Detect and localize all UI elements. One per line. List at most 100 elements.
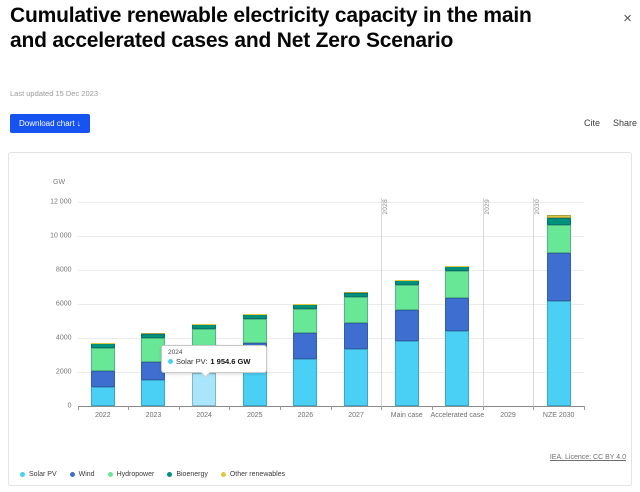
bar-2022-wind[interactable] bbox=[90, 371, 115, 387]
bar-2022-solar-pv[interactable] bbox=[90, 386, 115, 406]
year-separator-label: 2030 bbox=[534, 199, 542, 215]
year-separator-line bbox=[482, 198, 484, 406]
x-axis-tick bbox=[128, 406, 130, 410]
x-axis-label-accelerated-case: Accelerated case bbox=[430, 412, 485, 419]
bar-nze-2030-wind[interactable] bbox=[546, 253, 571, 302]
legend-label: Other renewables bbox=[229, 471, 286, 478]
bar-2024-solar-pv[interactable] bbox=[192, 372, 217, 406]
wind-legend-dot-icon bbox=[69, 472, 75, 477]
bar-2026-hydropower[interactable] bbox=[293, 308, 318, 334]
y-axis-tick-label: 4000 bbox=[55, 334, 72, 342]
plot-area: GW 0 2000 4000 6000 8000 10 000 12 000 2028 2029… bbox=[9, 153, 631, 485]
bar-2025-solar-pv[interactable] bbox=[242, 369, 267, 406]
bar-nze-2030-hydropower[interactable] bbox=[546, 224, 571, 254]
x-axis-tick bbox=[533, 406, 535, 410]
bar-2023-wind[interactable] bbox=[141, 362, 166, 380]
x-axis-tick bbox=[432, 406, 434, 410]
legend-label: Bioenergy bbox=[176, 471, 208, 478]
chart-legend: Solar PV Wind Hydropower Bioenergy Other ren… bbox=[20, 471, 285, 478]
y-axis-tick-label: 6000 bbox=[55, 300, 72, 308]
bar-accelerated-case-hydropower[interactable] bbox=[445, 271, 470, 299]
bar-accelerated-case-bioenergy[interactable] bbox=[445, 266, 470, 272]
tooltip-series-label: Solar PV: bbox=[176, 357, 208, 366]
x-axis-label-nze-2030: NZE 2030 bbox=[542, 412, 575, 419]
last-updated-text: Last updated 15 Dec 2023 bbox=[10, 89, 98, 98]
legend-item-solar-pv[interactable]: Solar PV bbox=[20, 471, 57, 478]
bar-nze-2030-other-renewables[interactable] bbox=[546, 215, 571, 219]
bar-nze-2030-bioenergy[interactable] bbox=[546, 218, 571, 225]
legend-label: Wind bbox=[78, 471, 95, 478]
bar-2026-solar-pv[interactable] bbox=[293, 358, 318, 406]
x-axis-label-2027: 2027 bbox=[348, 412, 364, 419]
x-axis-tick bbox=[482, 406, 484, 410]
bar-2027-hydropower[interactable] bbox=[344, 297, 369, 324]
y-axis-tick-label: 12 000 bbox=[50, 198, 72, 206]
close-icon[interactable]: × bbox=[623, 10, 632, 27]
bar-2023-bioenergy[interactable] bbox=[141, 333, 166, 338]
y-axis-tick-label: 2000 bbox=[55, 368, 72, 376]
bar-accelerated-case-solar-pv[interactable] bbox=[445, 331, 470, 406]
x-axis-label-2024: 2024 bbox=[196, 412, 212, 419]
bar-2025-bioenergy[interactable] bbox=[242, 314, 267, 319]
year-separator-label: 2028 bbox=[382, 199, 390, 215]
x-axis-label-2023: 2023 bbox=[145, 412, 162, 419]
bar-2024-bioenergy[interactable] bbox=[192, 324, 217, 329]
year-separator-line bbox=[533, 198, 535, 406]
legend-item-other-renewables[interactable]: Other renewables bbox=[220, 471, 286, 478]
x-axis-label-main-case: Main case bbox=[390, 412, 423, 419]
gridline-8000 bbox=[77, 270, 584, 271]
other-renewables-legend-dot-icon bbox=[220, 472, 226, 477]
x-axis-tick bbox=[178, 406, 180, 410]
bar-2023-solar-pv[interactable] bbox=[141, 379, 166, 406]
legend-item-wind[interactable]: Wind bbox=[69, 471, 95, 478]
bar-2027-wind[interactable] bbox=[344, 323, 369, 349]
gridline-4000 bbox=[77, 338, 584, 339]
share-link[interactable]: Share bbox=[612, 118, 637, 128]
x-axis-tick bbox=[381, 406, 383, 410]
bar-2027-solar-pv[interactable] bbox=[344, 348, 369, 406]
legend-item-hydropower[interactable]: Hydropower bbox=[107, 471, 155, 478]
legend-item-bioenergy[interactable]: Bioenergy bbox=[167, 471, 208, 478]
cite-link[interactable]: Cite bbox=[583, 118, 600, 128]
y-axis-tick-label: 10 000 bbox=[50, 232, 72, 240]
tooltip-series-dot-icon bbox=[168, 359, 173, 364]
bar-2026-wind[interactable] bbox=[293, 333, 318, 359]
tooltip: 2024 Solar PV: 1 954.6 GW bbox=[161, 345, 267, 378]
solar-pv-legend-dot-icon bbox=[20, 472, 25, 477]
x-axis-label-2022: 2022 bbox=[95, 412, 111, 419]
bar-2027-bioenergy[interactable] bbox=[344, 292, 369, 298]
source-licence-link[interactable]: IEA. Licence: CC BY 4.0 bbox=[549, 454, 626, 461]
bar-2025-hydropower[interactable] bbox=[242, 318, 267, 344]
tooltip-value: 1 954.6 GW bbox=[210, 357, 251, 366]
tooltip-category: 2024 bbox=[168, 349, 183, 356]
bar-2026-bioenergy[interactable] bbox=[293, 304, 318, 309]
download-chart-button[interactable]: Download chart ↓ bbox=[10, 114, 90, 133]
x-axis-label-2029: 2029 bbox=[500, 412, 516, 419]
legend-label: Hydropower bbox=[116, 471, 155, 478]
bar-main-case-wind[interactable] bbox=[394, 310, 419, 341]
x-axis-tick bbox=[77, 406, 79, 410]
bar-nze-2030-solar-pv[interactable] bbox=[546, 301, 571, 406]
bar-main-case-hydropower[interactable] bbox=[394, 284, 419, 311]
x-axis-tick bbox=[584, 406, 585, 410]
gridline-2000 bbox=[77, 372, 584, 373]
x-axis-tick bbox=[330, 406, 332, 410]
bar-2022-bioenergy[interactable] bbox=[90, 343, 115, 348]
legend-label: Solar PV bbox=[29, 471, 57, 478]
y-axis-tick-label: 8000 bbox=[55, 266, 72, 274]
gridline-6000 bbox=[77, 304, 584, 305]
gridline-12000 bbox=[77, 202, 584, 203]
hydropower-legend-dot-icon bbox=[107, 472, 113, 477]
bar-main-case-solar-pv[interactable] bbox=[394, 340, 419, 406]
x-axis-tick bbox=[229, 406, 231, 410]
year-separator-line bbox=[381, 198, 383, 406]
bar-2022-hydropower[interactable] bbox=[90, 347, 115, 372]
chart-card: GW 0 2000 4000 6000 8000 10 000 12 000 2028 2029… bbox=[8, 152, 632, 486]
year-separator-label: 2029 bbox=[483, 199, 491, 215]
bar-accelerated-case-wind[interactable] bbox=[445, 298, 470, 332]
cite-share-links: Cite Share bbox=[584, 118, 637, 128]
bar-main-case-bioenergy[interactable] bbox=[394, 279, 419, 285]
gridline-10000 bbox=[77, 236, 584, 237]
x-axis-tick bbox=[280, 406, 282, 410]
x-axis-label-2026: 2026 bbox=[297, 412, 314, 419]
